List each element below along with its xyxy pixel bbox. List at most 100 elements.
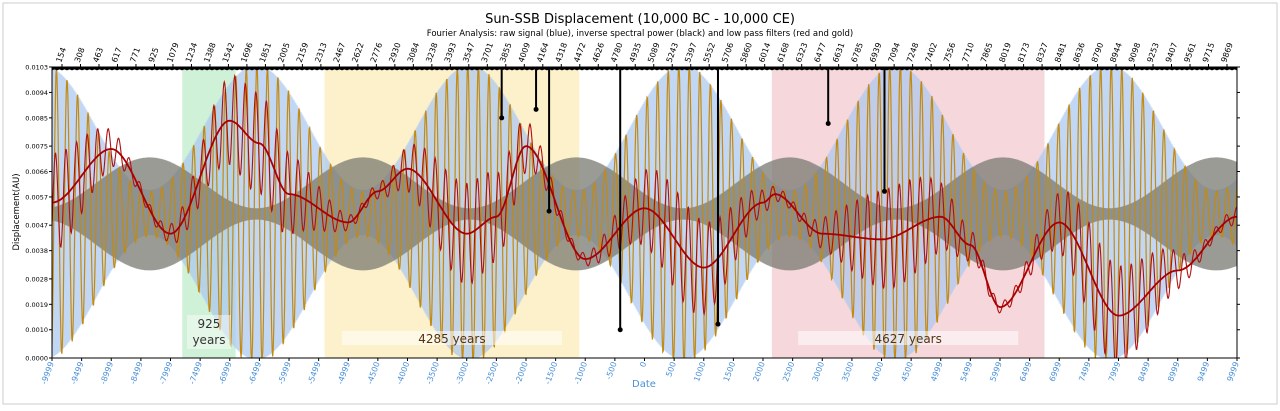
spectral-point bbox=[944, 67, 950, 71]
spectral-point bbox=[964, 67, 970, 71]
spectral-point bbox=[834, 67, 840, 71]
spectral-point bbox=[204, 67, 210, 71]
spectral-point bbox=[894, 67, 900, 71]
spectral-point bbox=[314, 67, 320, 71]
spectral-point bbox=[189, 67, 195, 71]
spectral-point bbox=[839, 67, 845, 71]
spectral-point bbox=[1119, 67, 1125, 71]
spectral-point bbox=[484, 67, 490, 71]
spectral-point bbox=[1054, 67, 1060, 71]
spectral-point bbox=[889, 67, 895, 71]
spectral-point bbox=[519, 67, 525, 71]
spectral-point bbox=[1034, 67, 1040, 71]
spectral-point bbox=[644, 67, 650, 71]
spectral-point bbox=[439, 67, 445, 71]
spectral-point bbox=[1044, 67, 1050, 71]
spectral-point bbox=[1069, 67, 1075, 71]
spectral-point bbox=[214, 67, 220, 71]
spectral-spike-point bbox=[881, 188, 887, 194]
spectral-point bbox=[264, 67, 270, 71]
spectral-point bbox=[589, 67, 595, 71]
spectral-point bbox=[1149, 67, 1155, 71]
spectral-point bbox=[804, 67, 810, 71]
spectral-point bbox=[389, 67, 395, 71]
spectral-point bbox=[659, 67, 665, 71]
spectral-point bbox=[1049, 67, 1055, 71]
spectral-point bbox=[154, 67, 160, 71]
spectral-point bbox=[704, 67, 710, 71]
spectral-point bbox=[739, 67, 745, 71]
spectral-point bbox=[1189, 67, 1195, 71]
spectral-point bbox=[574, 67, 580, 71]
spectral-point bbox=[474, 67, 480, 71]
spectral-point bbox=[554, 67, 560, 71]
spectral-point bbox=[609, 67, 615, 71]
spectral-point bbox=[234, 67, 240, 71]
spectral-point bbox=[299, 67, 305, 71]
spectral-point bbox=[674, 67, 680, 71]
spectral-point bbox=[524, 67, 530, 71]
spectral-point bbox=[334, 67, 340, 71]
spectral-point bbox=[984, 67, 990, 71]
spectral-point bbox=[404, 67, 410, 71]
spectral-point bbox=[1089, 67, 1095, 71]
spectral-point bbox=[1019, 67, 1025, 71]
region-label-box bbox=[798, 331, 1019, 345]
spectral-point bbox=[764, 67, 770, 71]
y-tick-label: 0.0010 bbox=[25, 326, 48, 334]
y-tick-label: 0.0038 bbox=[25, 247, 48, 255]
smooth-red-line bbox=[52, 119, 1237, 317]
spectral-point bbox=[709, 67, 715, 71]
spectral-point bbox=[304, 67, 310, 71]
spectral-point bbox=[274, 67, 280, 71]
spectral-point bbox=[59, 67, 65, 71]
spectral-point bbox=[379, 67, 385, 71]
spectral-point bbox=[359, 67, 365, 71]
spectral-point bbox=[129, 67, 135, 71]
spectral-point bbox=[364, 67, 370, 71]
spectral-point bbox=[384, 67, 390, 71]
region-label: 925 bbox=[198, 317, 221, 331]
spectral-point bbox=[219, 67, 225, 71]
spectral-point bbox=[904, 67, 910, 71]
spectral-point bbox=[1194, 67, 1200, 71]
spectral-point bbox=[794, 67, 800, 71]
spectral-point bbox=[479, 67, 485, 71]
spectral-point bbox=[809, 67, 815, 71]
spectral-point bbox=[1114, 67, 1120, 71]
spectral-point bbox=[99, 67, 105, 71]
spectral-point bbox=[1224, 67, 1230, 71]
region-label-box bbox=[341, 331, 562, 345]
spectral-point bbox=[1139, 67, 1145, 71]
spectral-point bbox=[309, 67, 315, 71]
spectral-point bbox=[259, 67, 265, 71]
y-tick-label: 0.0000 bbox=[25, 355, 48, 363]
spectral-point bbox=[1059, 67, 1065, 71]
spectral-point bbox=[784, 67, 790, 71]
spectral-point bbox=[1179, 67, 1185, 71]
y-tick-label: 0.0085 bbox=[25, 114, 48, 122]
spectral-point bbox=[979, 67, 985, 71]
spectral-point bbox=[174, 67, 180, 71]
spectral-point bbox=[209, 67, 215, 71]
spectral-point bbox=[769, 67, 775, 71]
spectral-point bbox=[464, 67, 470, 71]
y-tick-label: 0.0094 bbox=[25, 89, 48, 97]
spectral-point bbox=[374, 67, 380, 71]
spectral-point bbox=[1094, 67, 1100, 71]
spectral-point bbox=[149, 67, 155, 71]
spectral-point bbox=[909, 67, 915, 71]
spectral-point bbox=[629, 67, 635, 71]
spectral-point bbox=[749, 67, 755, 71]
spectral-point bbox=[639, 67, 645, 71]
x-tick-label: 0 bbox=[638, 361, 648, 369]
spectral-point bbox=[1129, 67, 1135, 71]
spectral-point bbox=[469, 67, 475, 71]
spectral-point bbox=[679, 67, 685, 71]
spectral-point bbox=[289, 67, 295, 71]
spectral-point bbox=[164, 67, 170, 71]
gold-filter-line bbox=[52, 67, 1237, 358]
y-tick-label: 0.0028 bbox=[25, 275, 48, 283]
spectral-point bbox=[144, 67, 150, 71]
spectral-point bbox=[399, 67, 405, 71]
